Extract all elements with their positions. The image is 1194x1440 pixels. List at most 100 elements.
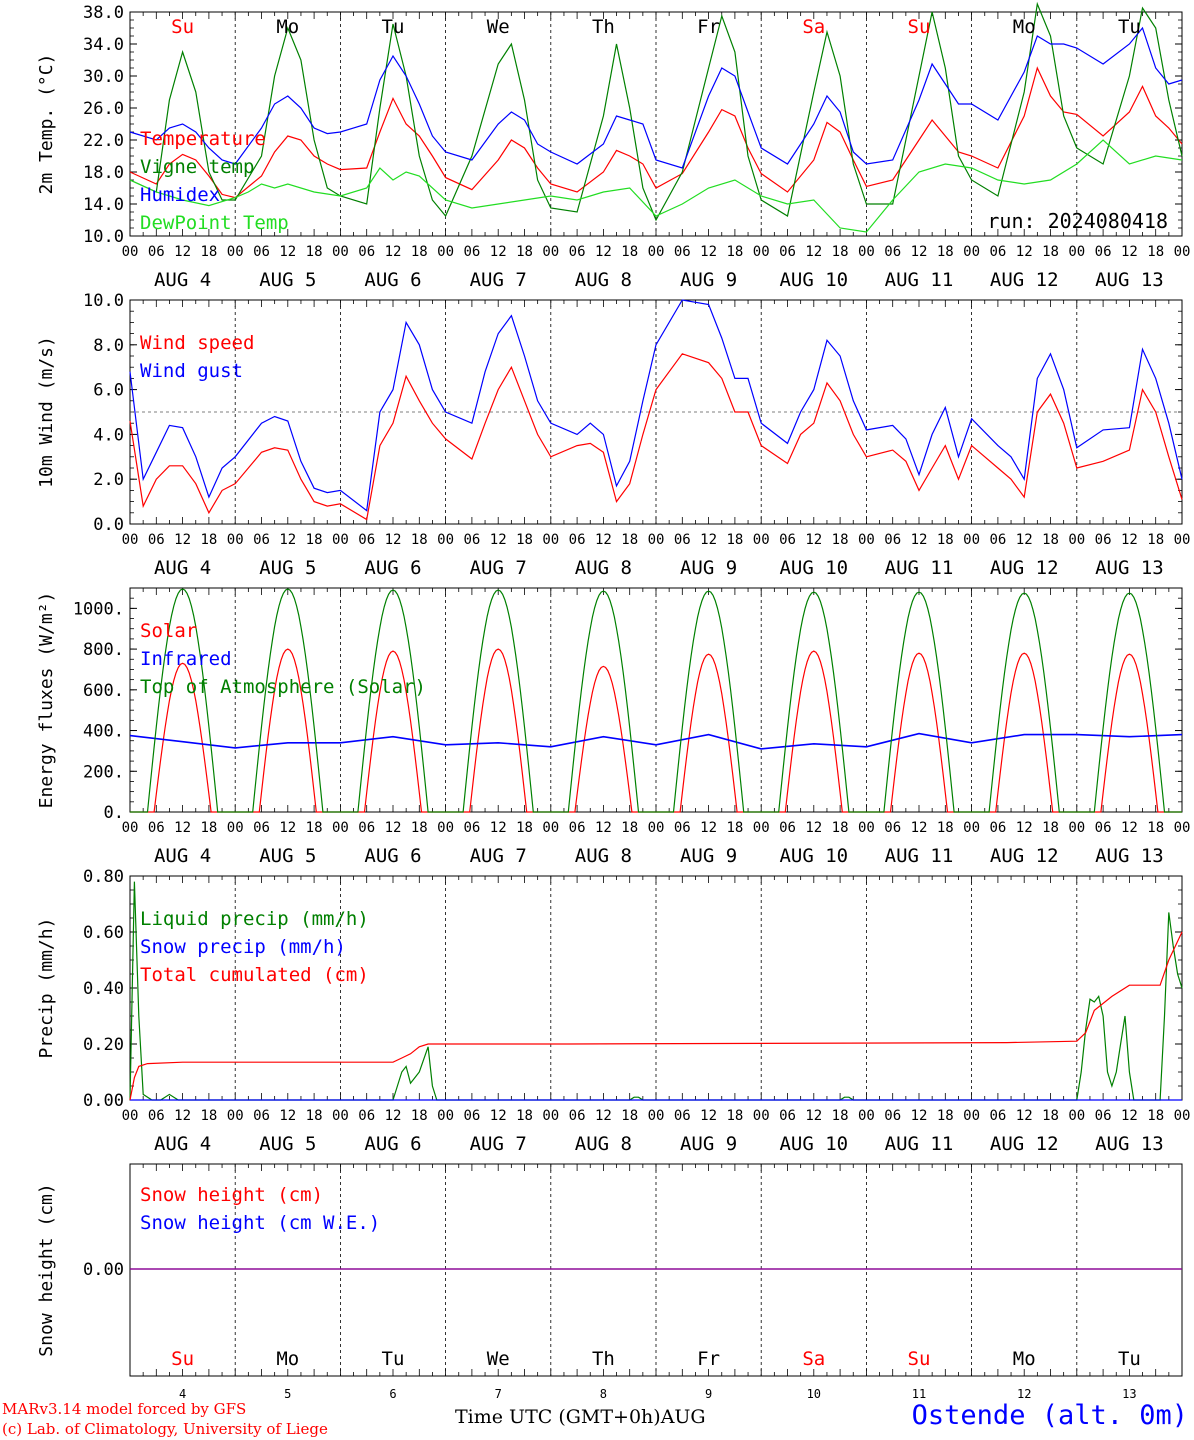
hour-tick-label: 00 bbox=[753, 244, 770, 260]
hour-tick-label: 00 bbox=[437, 820, 454, 836]
day-number-label: 9 bbox=[705, 1387, 712, 1401]
hour-tick-label: 00 bbox=[753, 820, 770, 836]
hour-tick-label: 06 bbox=[358, 820, 375, 836]
x-axis-title: Time UTC (GMT+0h) bbox=[455, 1406, 661, 1428]
hour-tick-label: 06 bbox=[779, 244, 796, 260]
day-label: AUG 11 bbox=[885, 845, 954, 867]
hour-tick-label: 00 bbox=[1174, 244, 1191, 260]
hour-tick-label: 18 bbox=[516, 820, 533, 836]
hour-tick-label: 00 bbox=[332, 1108, 349, 1124]
hour-tick-label: 12 bbox=[1121, 1108, 1138, 1124]
hour-tick-label: 18 bbox=[937, 244, 954, 260]
panel-frame-temp bbox=[129, 11, 1183, 237]
y-tick-label: 0.00 bbox=[83, 1260, 124, 1280]
hour-tick-label: 12 bbox=[805, 1108, 822, 1124]
day-label: AUG 4 bbox=[154, 557, 211, 579]
day-number-label: 11 bbox=[912, 1387, 926, 1401]
weekday-label-bottom: Sa bbox=[802, 1348, 825, 1370]
series-line-vigne-temp bbox=[129, 1, 1183, 222]
weekday-label-top: Tu bbox=[1118, 16, 1141, 38]
hour-tick-label: 00 bbox=[858, 1108, 875, 1124]
legend-infrared: Infrared bbox=[140, 648, 232, 670]
legend-humidex: Humidex bbox=[140, 184, 220, 206]
day-label: AUG 10 bbox=[779, 557, 848, 579]
weekday-label-top: Sa bbox=[802, 16, 825, 38]
y-tick-label: 18.0 bbox=[83, 163, 124, 183]
hour-tick-label: 00 bbox=[437, 532, 454, 548]
hour-tick-label: 00 bbox=[648, 820, 665, 836]
hour-tick-label: 06 bbox=[463, 532, 480, 548]
hour-tick-label: 00 bbox=[753, 532, 770, 548]
hour-tick-label: 12 bbox=[385, 532, 402, 548]
day-label: AUG 9 bbox=[680, 1133, 737, 1155]
weekday-label-top: Mo bbox=[276, 16, 299, 38]
y-axis-label: 2m Temp. (°C) bbox=[36, 54, 57, 195]
hour-tick-label: 12 bbox=[700, 532, 717, 548]
y-tick-label: 30.0 bbox=[83, 67, 124, 87]
hour-tick-label: 18 bbox=[411, 532, 428, 548]
hour-tick-label: 18 bbox=[832, 532, 849, 548]
day-label: AUG 12 bbox=[990, 269, 1059, 291]
y-tick-label: 0.20 bbox=[83, 1035, 124, 1055]
hour-tick-label: 12 bbox=[1121, 244, 1138, 260]
y-tick-label: 0.00 bbox=[83, 1091, 124, 1111]
hour-tick-label: 12 bbox=[490, 244, 507, 260]
hour-tick-label: 18 bbox=[516, 532, 533, 548]
day-number-label: 12 bbox=[1017, 1387, 1031, 1401]
day-label: AUG 5 bbox=[259, 845, 316, 867]
hour-tick-label: 12 bbox=[1016, 1108, 1033, 1124]
day-label: AUG 13 bbox=[1095, 557, 1164, 579]
legend-dewpoint-temp: DewPoint Temp bbox=[140, 212, 289, 234]
series-line-top-of-atmosphere-solar- bbox=[130, 588, 1182, 813]
hour-tick-label: 00 bbox=[858, 532, 875, 548]
day-label: AUG 4 bbox=[154, 1133, 211, 1155]
series-line-total-cumulated-cm- bbox=[129, 931, 1183, 1101]
day-label: AUG 11 bbox=[885, 557, 954, 579]
hour-tick-label: 00 bbox=[542, 532, 559, 548]
day-label: AUG 13 bbox=[1095, 1133, 1164, 1155]
series-line-liquid-precip-mm-h- bbox=[129, 881, 1183, 1101]
hour-tick-label: 06 bbox=[148, 820, 165, 836]
weekday-label-top: Su bbox=[908, 16, 931, 38]
y-tick-label: 600. bbox=[83, 681, 124, 701]
hour-tick-label: 06 bbox=[884, 532, 901, 548]
hour-tick-label: 18 bbox=[937, 820, 954, 836]
hour-tick-label: 18 bbox=[200, 820, 217, 836]
hour-tick-label: 06 bbox=[253, 532, 270, 548]
hour-tick-label: 00 bbox=[227, 532, 244, 548]
weekday-label-bottom: Tu bbox=[1118, 1348, 1141, 1370]
day-label: AUG 6 bbox=[364, 269, 421, 291]
hour-tick-label: 06 bbox=[989, 532, 1006, 548]
hour-tick-label: 18 bbox=[1042, 244, 1059, 260]
hour-tick-label: 12 bbox=[595, 532, 612, 548]
weekday-label-top: We bbox=[487, 16, 510, 38]
hour-tick-label: 00 bbox=[963, 820, 980, 836]
hour-tick-label: 18 bbox=[621, 1108, 638, 1124]
hour-tick-label: 12 bbox=[1016, 244, 1033, 260]
hour-tick-label: 06 bbox=[463, 820, 480, 836]
day-label: AUG 9 bbox=[680, 557, 737, 579]
series-line-humidex bbox=[129, 26, 1183, 169]
hour-tick-label: 18 bbox=[411, 244, 428, 260]
weekday-label-bottom: Tu bbox=[382, 1348, 405, 1370]
day-label: AUG 11 bbox=[885, 269, 954, 291]
hour-tick-label: 06 bbox=[884, 244, 901, 260]
hour-tick-label: 00 bbox=[648, 532, 665, 548]
hour-tick-label: 18 bbox=[726, 532, 743, 548]
day-label: AUG 8 bbox=[575, 557, 632, 579]
day-label: AUG 8 bbox=[575, 845, 632, 867]
day-label: AUG 12 bbox=[990, 845, 1059, 867]
weekday-label-bottom: Th bbox=[592, 1348, 615, 1370]
hour-tick-label: 18 bbox=[411, 1108, 428, 1124]
hour-tick-label: 18 bbox=[1147, 244, 1164, 260]
hour-tick-label: 12 bbox=[490, 820, 507, 836]
y-tick-label: 0. bbox=[104, 803, 124, 823]
hour-tick-label: 18 bbox=[306, 1108, 323, 1124]
day-label: AUG 7 bbox=[470, 845, 527, 867]
day-number-label: 4 bbox=[179, 1387, 186, 1401]
day-label: AUG 6 bbox=[364, 845, 421, 867]
day-label: AUG 9 bbox=[680, 845, 737, 867]
hour-tick-label: 06 bbox=[989, 244, 1006, 260]
hour-tick-label: 12 bbox=[385, 1108, 402, 1124]
y-tick-label: 22.0 bbox=[83, 131, 124, 151]
